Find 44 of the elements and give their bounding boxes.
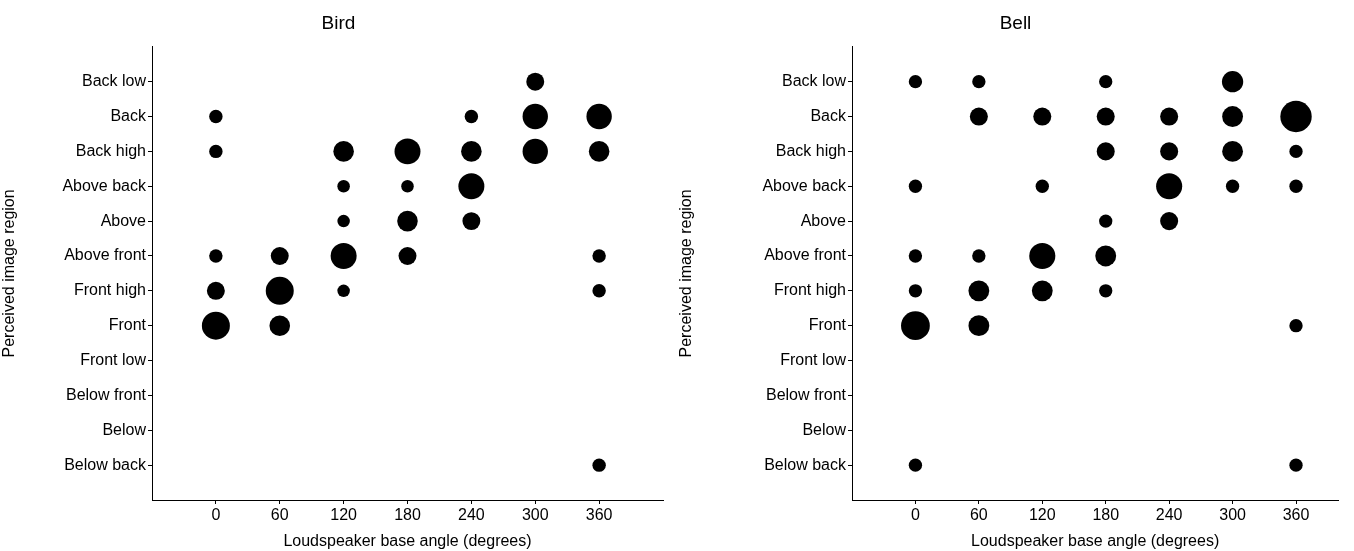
y-tick-label: Below front bbox=[65, 385, 147, 403]
y-tick-label: Back high bbox=[75, 141, 146, 159]
y-tick-label: Above bbox=[800, 211, 847, 229]
x-axis-title: Loudspeaker base angle (degrees) bbox=[283, 531, 532, 549]
y-tick-label: Front low bbox=[80, 350, 147, 368]
y-tick-label: Below back bbox=[64, 455, 147, 473]
y-tick-label: Back low bbox=[81, 72, 147, 90]
x-tick-label: 300 bbox=[521, 506, 549, 524]
x-axis-title: Loudspeaker base angle (degrees) bbox=[971, 531, 1220, 549]
x-tick-label: 360 bbox=[585, 506, 613, 524]
y-tick-label: Front high bbox=[73, 281, 146, 299]
y-axis-title: Perceived image region bbox=[0, 189, 18, 358]
y-tick-label: Above front bbox=[764, 246, 847, 264]
x-tick-label: 0 bbox=[910, 506, 920, 524]
y-tick-label: Above back bbox=[62, 176, 147, 194]
x-tick-label: 0 bbox=[211, 506, 221, 524]
x-tick-label: 300 bbox=[1219, 506, 1247, 524]
x-tick-label: 360 bbox=[1282, 506, 1310, 524]
x-tick-label: 120 bbox=[330, 506, 358, 524]
y-tick-label: Front bbox=[808, 316, 847, 334]
y-tick-label: Below bbox=[102, 420, 147, 438]
y-tick-label: Below front bbox=[765, 385, 847, 403]
y-tick-label: Front bbox=[108, 316, 147, 334]
x-tick-label: 180 bbox=[394, 506, 421, 524]
y-tick-label: Front low bbox=[780, 350, 847, 368]
x-tick-label: 60 bbox=[969, 506, 988, 524]
y-tick-label: Above back bbox=[762, 176, 847, 194]
y-tick-label: Below bbox=[802, 420, 847, 438]
y-tick-label: Back high bbox=[775, 141, 846, 159]
y-tick-label: Below back bbox=[764, 455, 847, 473]
x-tick-label: 120 bbox=[1028, 506, 1056, 524]
chart-title: Bird bbox=[321, 11, 356, 33]
y-tick-label: Above front bbox=[64, 246, 147, 264]
y-tick-label: Back low bbox=[781, 72, 847, 90]
y-tick-label: Front high bbox=[773, 281, 846, 299]
x-tick-label: 60 bbox=[270, 506, 289, 524]
y-tick-label: Back bbox=[810, 106, 847, 124]
x-tick-label: 180 bbox=[1092, 506, 1120, 524]
x-tick-label: 240 bbox=[1155, 506, 1183, 524]
chart-title: Bell bbox=[999, 11, 1032, 33]
y-axis-title: Perceived image region bbox=[677, 189, 695, 358]
x-tick-label: 240 bbox=[458, 506, 485, 524]
y-tick-label: Back bbox=[110, 106, 147, 124]
y-tick-label: Above bbox=[100, 211, 147, 229]
